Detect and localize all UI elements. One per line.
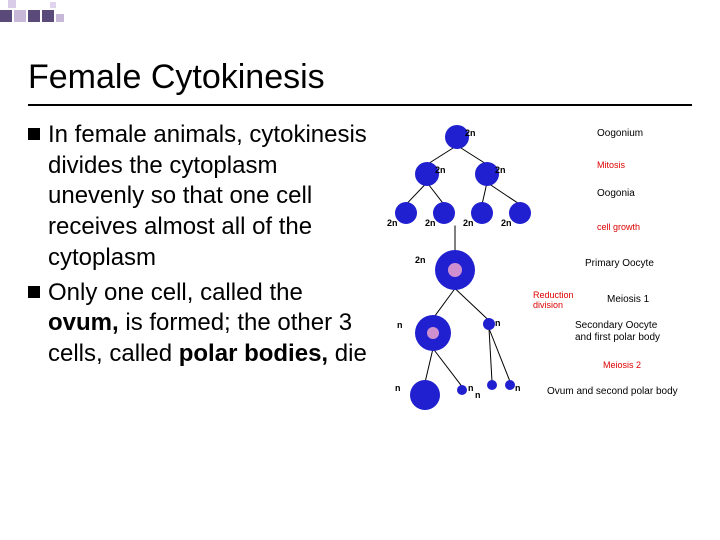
ploidy-label: n <box>468 383 474 393</box>
bullet-square-icon <box>28 286 40 298</box>
bullet-item: In female animals, cytokinesis divides t… <box>28 120 368 274</box>
ploidy-label: 2n <box>435 165 446 175</box>
edge-line <box>487 182 521 205</box>
ploidy-label: 2n <box>425 218 436 228</box>
bullet-list: In female animals, cytokinesis divides t… <box>28 120 368 374</box>
deco-square <box>56 14 64 22</box>
ploidy-label: n <box>495 318 501 328</box>
edge-line <box>455 288 490 321</box>
deco-square <box>42 10 54 22</box>
cell-node <box>471 202 493 224</box>
deco-square <box>28 10 40 22</box>
stage-label: Meiosis 2 <box>603 360 641 370</box>
stage-label: Secondary Oocyte <box>575 320 657 331</box>
deco-square <box>8 0 16 8</box>
ploidy-label: 2n <box>387 218 398 228</box>
deco-square <box>14 10 26 22</box>
deco-square <box>0 10 12 22</box>
ploidy-label: 2n <box>463 218 474 228</box>
ploidy-label: n <box>395 383 401 393</box>
stage-label: Primary Oocyte <box>585 258 654 269</box>
cell-node <box>483 318 495 330</box>
ploidy-label: 2n <box>415 255 426 265</box>
bullet-text: In female animals, cytokinesis divides t… <box>48 120 368 274</box>
title-underline <box>28 104 692 106</box>
stage-label: Reduction <box>533 290 574 300</box>
cell-node <box>487 380 497 390</box>
ploidy-label: n <box>475 390 481 400</box>
oogenesis-diagram: 2n2n2n2n2n2n2n2nnnnnnnOogoniumMitosisOog… <box>375 120 715 440</box>
edge-line <box>433 288 456 319</box>
stage-label: cell growth <box>597 222 640 232</box>
bullet-square-icon <box>28 128 40 140</box>
edge-line <box>455 226 456 253</box>
ploidy-label: 2n <box>495 165 506 175</box>
ploidy-label: 2n <box>465 128 476 138</box>
cell-node <box>457 385 467 395</box>
stage-label: and first polar body <box>575 332 660 343</box>
slide-title: Female Cytokinesis <box>28 58 325 97</box>
cell-node <box>505 380 515 390</box>
bullet-text: Only one cell, called the ovum, is forme… <box>48 278 368 370</box>
ploidy-label: n <box>515 383 521 393</box>
stage-label: Mitosis <box>597 160 625 170</box>
deco-square <box>50 2 56 8</box>
ploidy-label: n <box>397 320 403 330</box>
stage-label: division <box>533 300 563 310</box>
edge-line <box>425 348 434 382</box>
stage-label: Meiosis 1 <box>607 294 649 305</box>
stage-label: Oogonium <box>597 128 643 139</box>
stage-label: Ovum and second polar body <box>547 386 678 397</box>
cell-node <box>395 202 417 224</box>
cell-node <box>509 202 531 224</box>
cell-node <box>410 380 440 410</box>
cell-node <box>433 202 455 224</box>
ploidy-label: 2n <box>501 218 512 228</box>
stage-label: Oogonia <box>597 188 635 199</box>
nucleus <box>448 263 462 277</box>
decoration-bar <box>0 0 720 28</box>
edge-line <box>433 348 463 387</box>
bullet-item: Only one cell, called the ovum, is forme… <box>28 278 368 370</box>
